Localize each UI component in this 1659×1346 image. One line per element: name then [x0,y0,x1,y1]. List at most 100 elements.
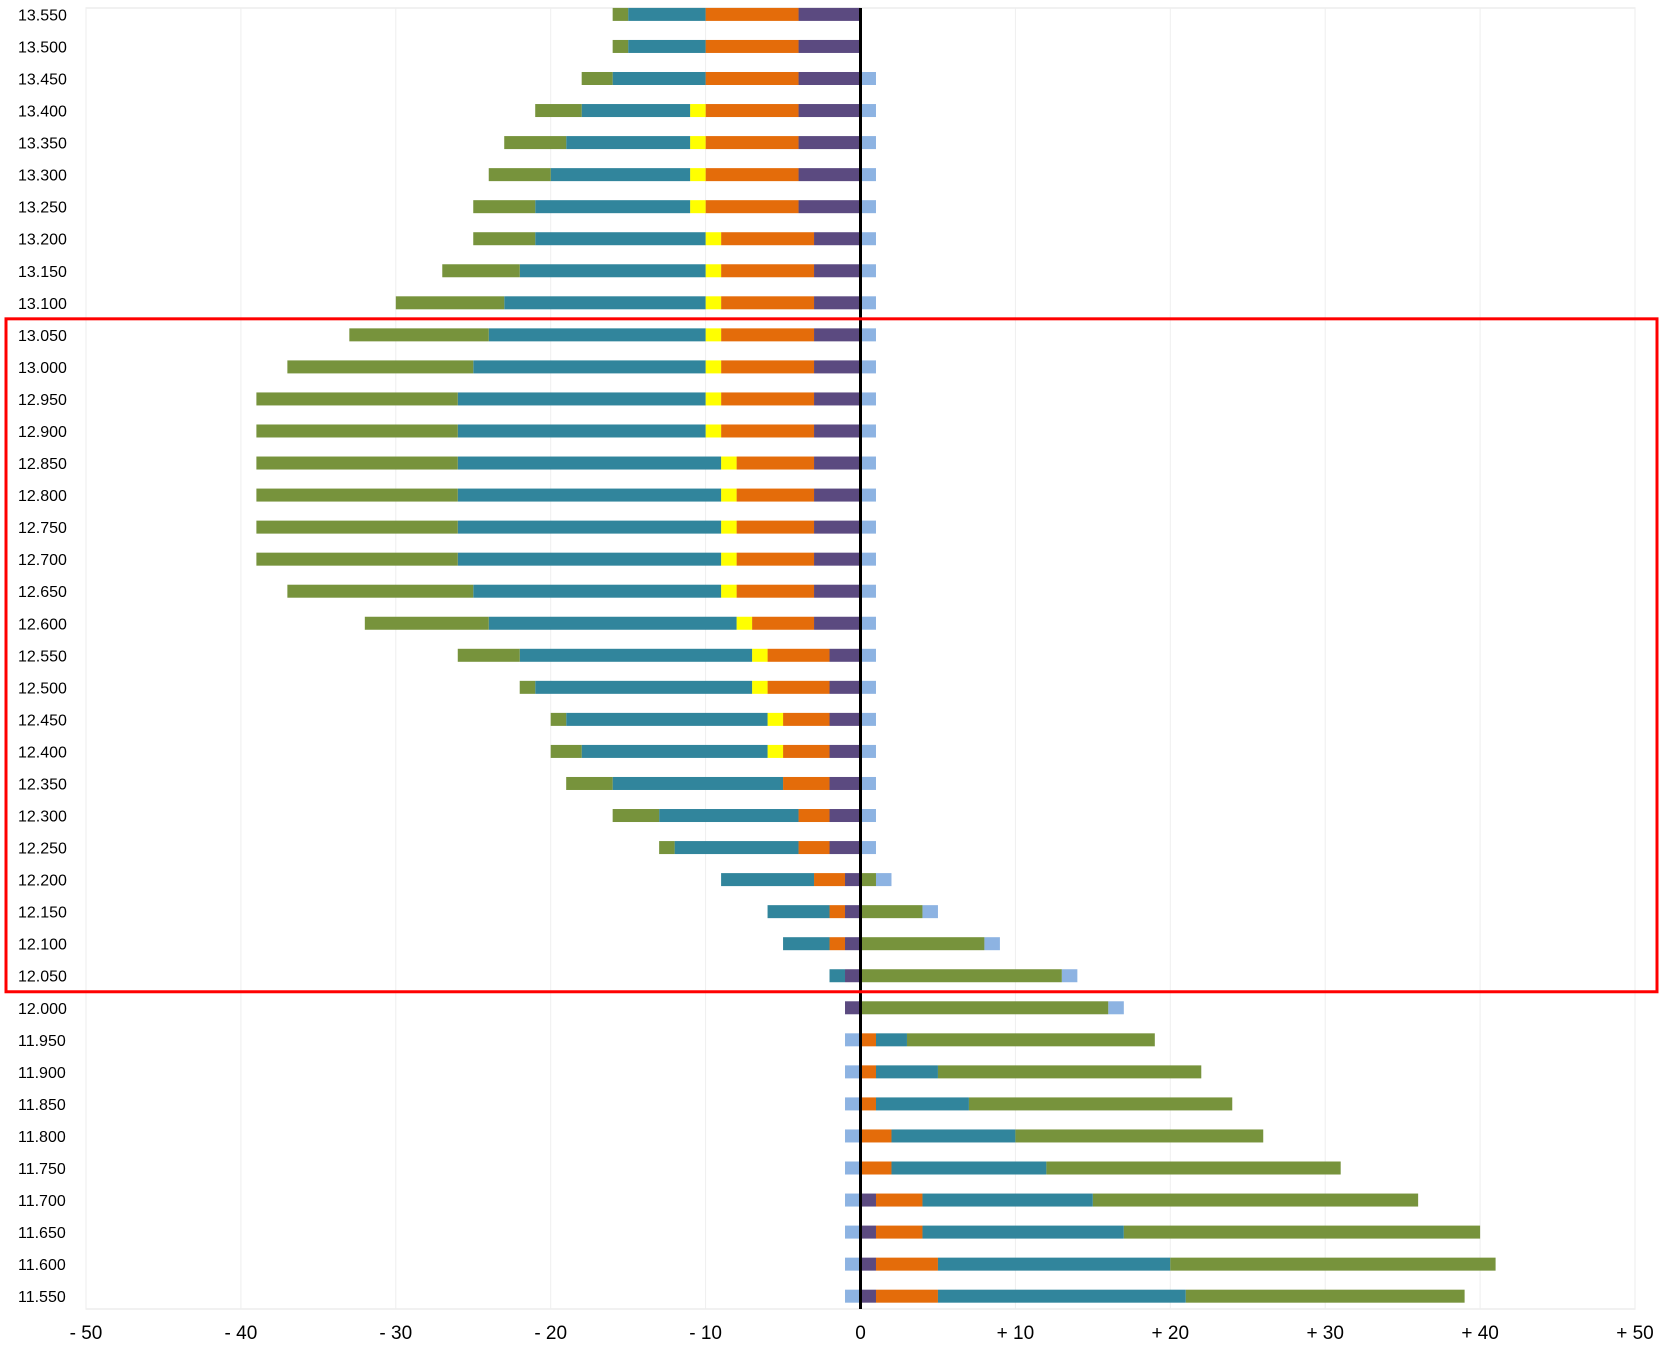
bar-segment [519,680,536,694]
bar-segment [845,905,861,919]
bar-segment [860,1257,876,1271]
bar-segment [705,264,722,278]
bar-segment [860,776,876,790]
bar-segment [845,969,861,983]
bar-segment [705,392,722,406]
bar-segment [287,360,474,374]
bar-segment [705,232,722,246]
bar-segment [845,1161,861,1175]
bar-segment [829,680,861,694]
y-tick-label: 12.250 [18,841,67,858]
bar-segment [457,488,722,502]
bar-segment [1092,1193,1419,1207]
bar-segment [550,712,567,726]
bar-segment [705,104,799,118]
bar-segment [937,1065,1202,1079]
y-tick-label: 11.950 [18,1033,66,1050]
bar-segment [860,744,876,758]
x-tick-label: - 50 [70,1323,103,1344]
x-tick-label: + 40 [1461,1323,1499,1344]
bar-segment [860,616,876,630]
bar-segment [860,1161,892,1175]
bar-segment [814,360,861,374]
bar-segment [1123,1225,1481,1239]
bar-segment [860,712,876,726]
bar-segment [705,328,722,342]
bar-segment [535,680,753,694]
highlight-box [4,317,1659,994]
bar-segment [473,232,536,246]
bar-segment [736,552,815,566]
bar-segment [457,392,706,406]
bar-segment [612,809,660,823]
bar-segment [488,328,706,342]
bar-segment [783,937,830,951]
y-tick-label: 13.100 [18,296,67,313]
y-axis-tick-labels: 13.550 13.500 13.450 13.400 13.350 13.300 13.2… [18,7,67,1306]
y-tick-label: 12.200 [18,873,67,890]
bar-segment [256,392,458,406]
bar-segment [860,809,876,823]
bar-segment [860,424,876,438]
bars [256,7,1496,1303]
gridlines [85,8,1636,1309]
bar-segment [767,712,784,726]
bar-segment [814,392,861,406]
bar-segment [721,552,737,566]
bar-segment [535,232,706,246]
bar-segment [875,1289,938,1303]
bar-segment [798,7,861,21]
bar-segment [845,1001,861,1015]
y-tick-label: 11.800 [18,1129,66,1146]
bar-segment [845,1097,861,1111]
y-tick-label: 12.350 [18,776,67,793]
bar-segment [875,1065,938,1079]
bar-segment [937,1289,1186,1303]
bar-segment [891,1161,1047,1175]
bar-segment [814,520,861,534]
y-tick-label: 12.150 [18,905,67,922]
bar-segment [798,168,861,182]
bar-segment [860,264,876,278]
bar-segment [922,1193,1093,1207]
bar-segment [473,360,706,374]
bar-segment [767,648,830,662]
bar-segment [566,712,768,726]
y-tick-label: 13.550 [18,7,67,24]
bar-segment [349,328,489,342]
bar-segment [256,488,458,502]
bar-segment [860,905,923,919]
bar-segment [1170,1257,1496,1271]
bar-segment [457,456,722,470]
y-tick-label: 13.400 [18,104,67,121]
bar-segment [612,71,706,85]
bar-segment [968,1097,1233,1111]
bar-segment [752,648,768,662]
bar-segment [659,809,799,823]
bar-segment [829,969,846,983]
y-tick-label: 12.700 [18,552,67,569]
bar-segment [535,200,691,214]
bar-segment [535,104,582,118]
bar-segment [860,104,876,118]
bar-segment [721,360,815,374]
bar-segment [612,776,784,790]
bar-segment [256,424,458,438]
bar-segment [845,1257,861,1271]
bar-segment [860,648,876,662]
bar-segment [488,616,737,630]
y-tick-label: 13.300 [18,168,67,185]
y-tick-label: 11.600 [18,1257,66,1274]
bar-segment [581,104,691,118]
bar-segment [1015,1129,1264,1143]
bar-segment [814,264,861,278]
bar-segment [1061,969,1078,983]
bar-segment [612,7,629,21]
bar-segment [860,1225,876,1239]
bar-segment [705,360,722,374]
bar-segment [256,456,458,470]
bar-segment [922,1225,1124,1239]
bar-segment [519,648,753,662]
y-tick-label: 11.850 [18,1097,66,1114]
bar-segment [783,712,830,726]
